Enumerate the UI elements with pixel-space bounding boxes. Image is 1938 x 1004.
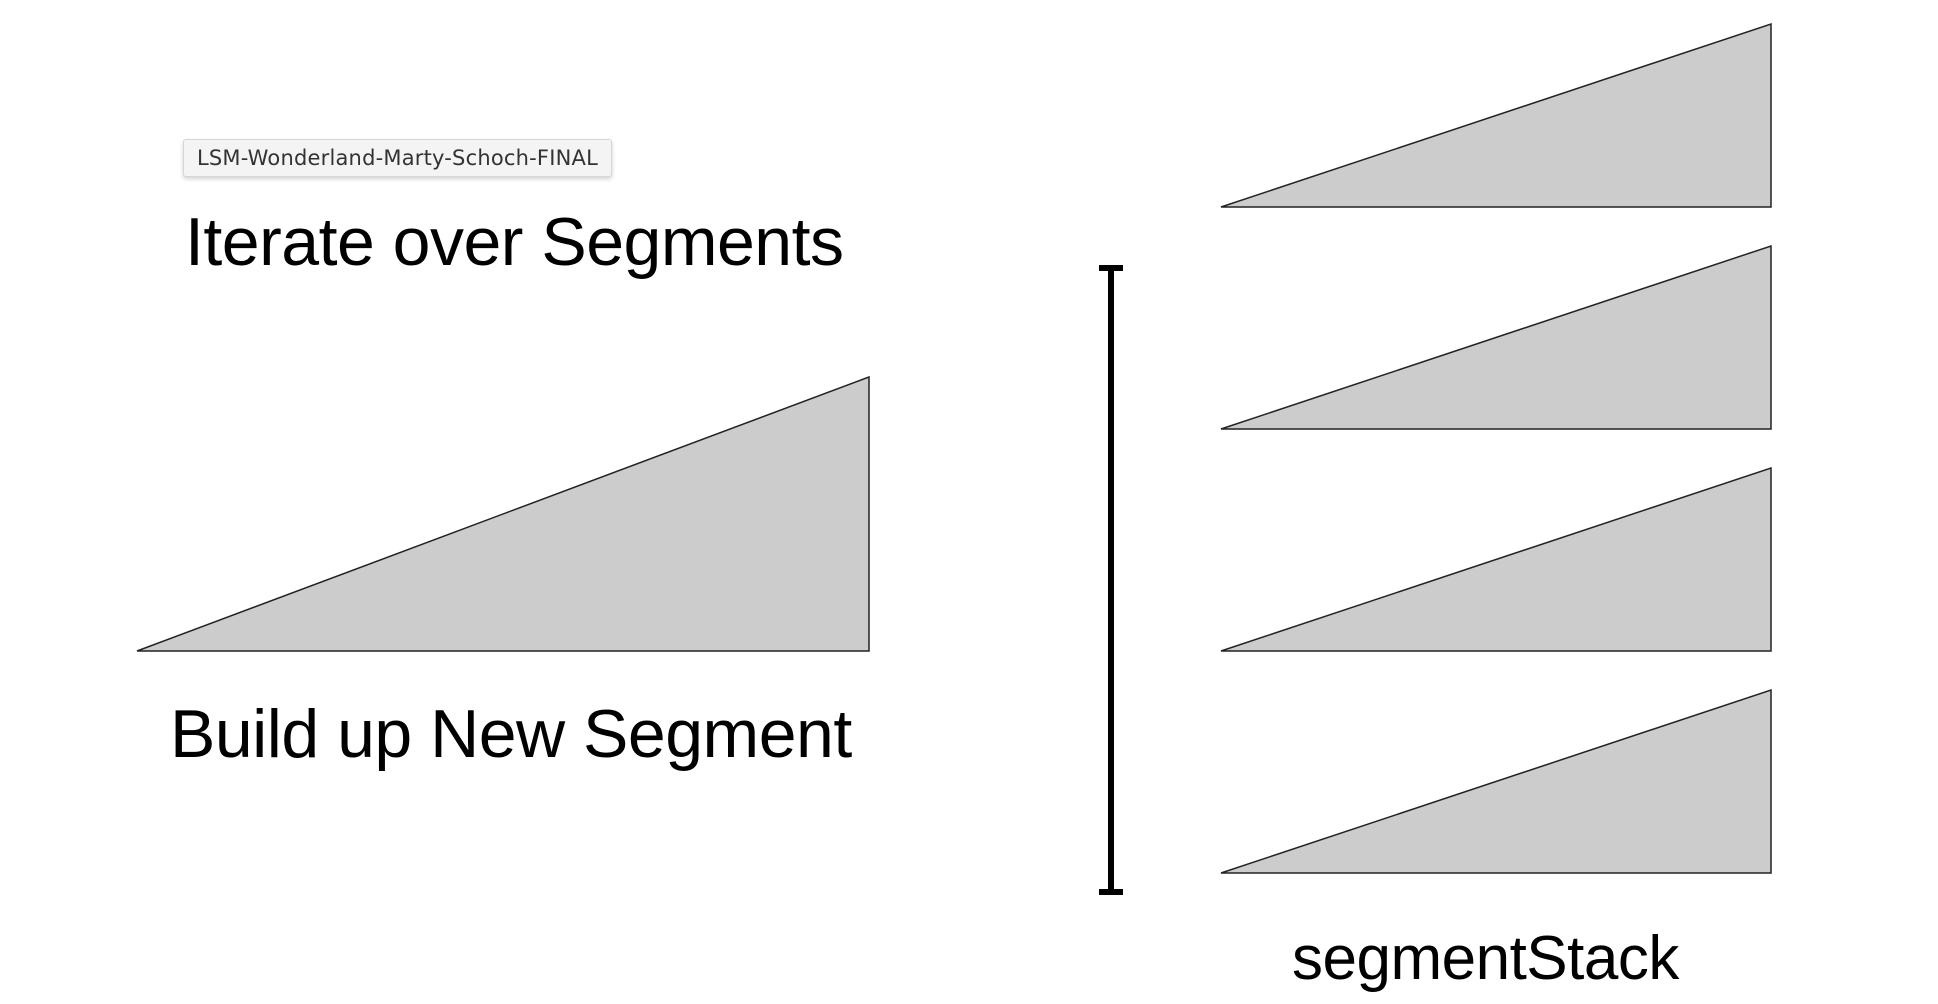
new-segment-wedge — [136, 375, 870, 652]
iterate-over-segments-heading: Iterate over Segments — [185, 204, 844, 280]
stack-segment-wedge-2 — [1220, 244, 1772, 430]
filename-tooltip: LSM-Wonderland-Marty-Schoch-FINAL — [183, 139, 612, 177]
segment-stack-label: segmentStack — [1292, 924, 1679, 993]
build-up-new-segment-label: Build up New Segment — [170, 696, 852, 772]
stack-segment-wedge-4 — [1220, 688, 1772, 874]
stack-segment-wedge-1 — [1220, 22, 1772, 208]
stack-bracket-icon — [1099, 265, 1123, 895]
stack-segment-wedge-3 — [1220, 466, 1772, 652]
